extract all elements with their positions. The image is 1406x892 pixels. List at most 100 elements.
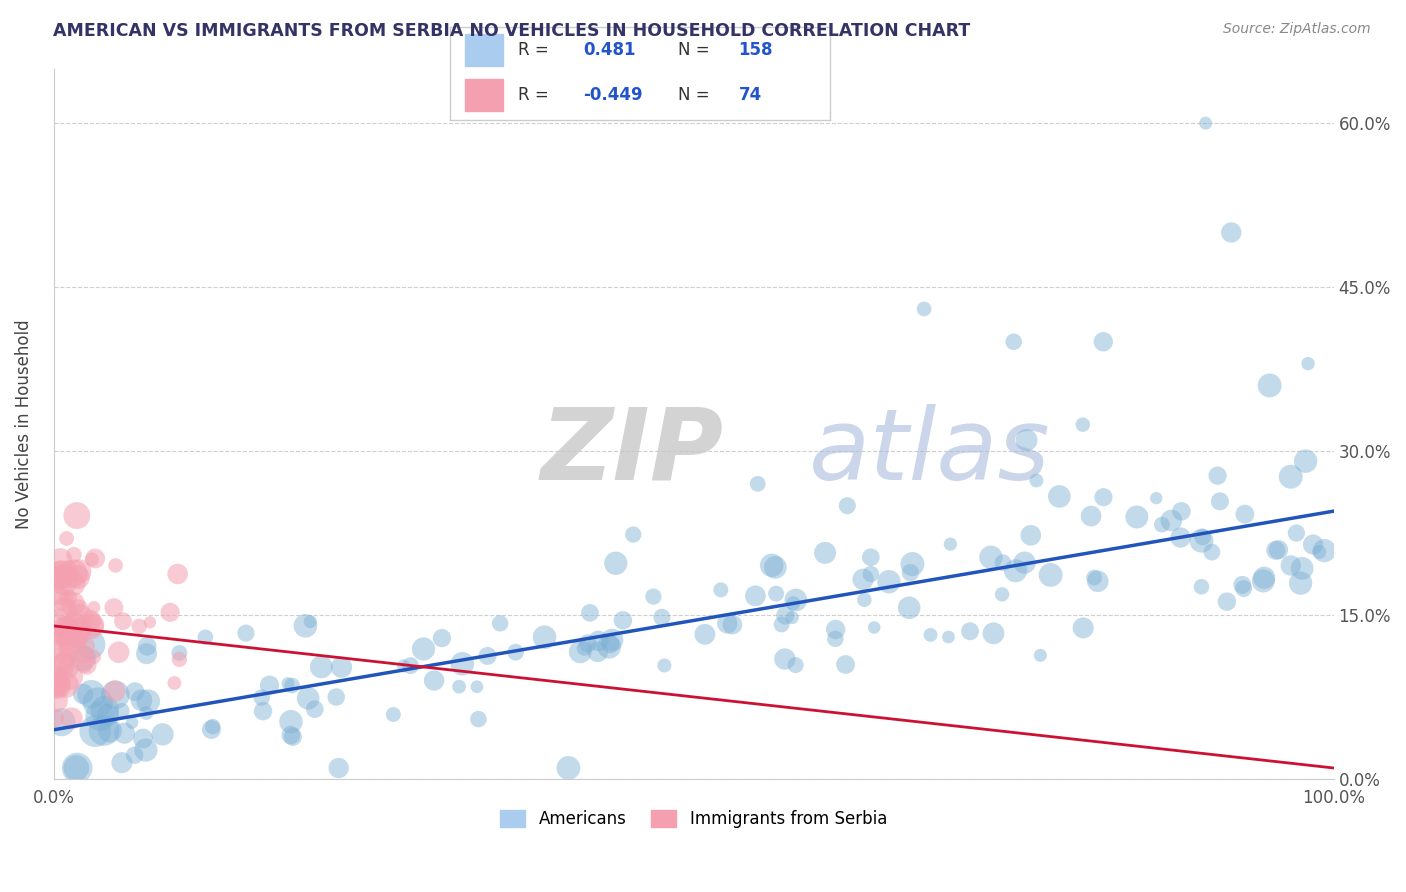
Point: [938, 630, 960, 644]
Point: [877, 574, 900, 589]
Point: [1029, 648, 1052, 663]
Point: [1295, 454, 1317, 468]
Point: [58, 649, 80, 664]
Point: [44, 641, 66, 656]
Point: [139, 615, 162, 630]
Point: [939, 537, 962, 551]
Point: [1232, 578, 1254, 592]
Point: [107, 645, 129, 659]
Point: [58, 623, 80, 637]
Point: [94, 703, 117, 717]
Point: [1253, 571, 1275, 585]
Point: [52, 628, 75, 642]
Point: [1039, 568, 1062, 582]
Point: [980, 550, 1002, 565]
Point: [770, 617, 793, 632]
Point: [169, 652, 191, 666]
Point: [58, 591, 80, 606]
Point: [654, 658, 676, 673]
Point: [46, 571, 69, 585]
Point: [605, 556, 627, 570]
Point: [104, 688, 127, 702]
Point: [59, 670, 82, 684]
Point: [80, 620, 103, 634]
Point: [87, 695, 110, 709]
Point: [1264, 543, 1286, 558]
Point: [55, 532, 77, 546]
Point: [132, 731, 155, 746]
Point: [136, 694, 159, 708]
Point: [56, 640, 79, 654]
Point: [66, 627, 89, 641]
Point: [859, 567, 882, 582]
Point: [294, 619, 316, 633]
Point: [1019, 528, 1042, 542]
Point: [449, 680, 471, 694]
Point: [1150, 517, 1173, 532]
Point: [1233, 507, 1256, 521]
Point: [598, 640, 620, 654]
Point: [325, 690, 347, 704]
Point: [533, 630, 555, 644]
Point: [382, 707, 405, 722]
Point: [1289, 576, 1312, 591]
Point: [1191, 533, 1213, 548]
Point: [194, 630, 217, 644]
Point: [588, 633, 610, 648]
Point: [814, 546, 837, 560]
Point: [1015, 433, 1038, 447]
Point: [112, 726, 135, 740]
Point: [1285, 526, 1308, 541]
Point: [121, 715, 143, 730]
Point: [423, 673, 446, 688]
Point: [62, 641, 84, 656]
Point: [1160, 514, 1182, 528]
Point: [900, 566, 922, 580]
Point: [63, 548, 86, 562]
Point: [79, 638, 101, 652]
Point: [991, 587, 1014, 601]
Point: [46, 676, 69, 690]
Point: [1144, 491, 1167, 505]
Point: [785, 593, 807, 607]
Point: [824, 632, 846, 646]
Point: [1191, 580, 1213, 594]
Point: [1313, 543, 1336, 558]
Point: [1253, 574, 1275, 588]
Point: [1302, 537, 1324, 551]
Point: [824, 623, 846, 637]
Point: [135, 647, 157, 661]
Point: [111, 756, 134, 770]
Point: [1220, 226, 1243, 240]
FancyBboxPatch shape: [465, 79, 503, 111]
Point: [1209, 494, 1232, 508]
Point: [75, 657, 97, 672]
Text: AMERICAN VS IMMIGRANTS FROM SERBIA NO VEHICLES IN HOUSEHOLD CORRELATION CHART: AMERICAN VS IMMIGRANTS FROM SERBIA NO VE…: [53, 22, 970, 40]
Point: [45, 677, 67, 691]
Point: [721, 617, 744, 632]
Point: [1083, 570, 1105, 584]
Point: [852, 572, 875, 586]
Point: [467, 712, 489, 726]
Point: [1092, 490, 1115, 504]
Point: [747, 476, 769, 491]
FancyBboxPatch shape: [465, 34, 503, 66]
Point: [66, 761, 89, 775]
Point: [281, 730, 304, 744]
Point: [84, 724, 107, 739]
Text: atlas: atlas: [808, 404, 1050, 500]
Y-axis label: No Vehicles in Household: No Vehicles in Household: [15, 319, 32, 529]
Point: [505, 645, 527, 659]
Point: [280, 714, 302, 729]
Point: [67, 564, 90, 578]
Point: [1080, 509, 1102, 524]
Point: [599, 637, 621, 651]
Text: R =: R =: [519, 87, 548, 104]
Point: [60, 711, 83, 725]
Point: [1206, 468, 1229, 483]
Point: [1170, 531, 1192, 545]
Text: N =: N =: [678, 41, 709, 59]
Point: [201, 720, 224, 734]
Point: [330, 660, 353, 674]
Point: [299, 615, 322, 629]
